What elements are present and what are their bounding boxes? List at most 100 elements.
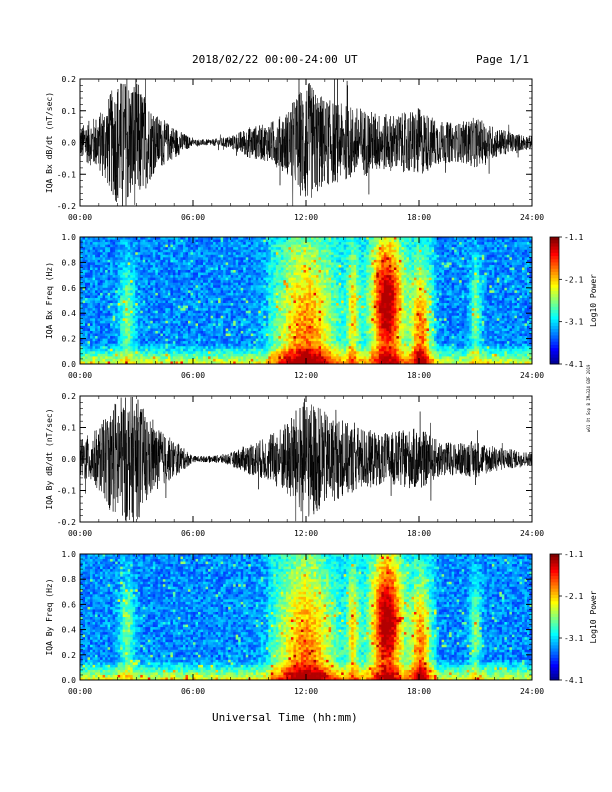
heatmap-cell <box>225 310 229 314</box>
heatmap-cell <box>275 323 279 327</box>
heatmap-cell <box>308 305 312 309</box>
heatmap-cell <box>95 290 98 294</box>
heatmap-cell <box>245 262 249 266</box>
heatmap-cell <box>228 351 232 355</box>
heatmap-cell <box>295 358 299 362</box>
heatmap-cell <box>268 244 272 248</box>
heatmap-cell <box>115 285 119 289</box>
heatmap-cell <box>115 237 119 240</box>
heatmap-cell <box>200 348 204 352</box>
heatmap-cell <box>283 356 287 360</box>
heatmap-cell <box>215 275 219 279</box>
heatmap-cell <box>170 320 174 324</box>
heatmap-cell <box>313 272 317 276</box>
heatmap-cell <box>142 290 146 294</box>
heatmap-cell <box>240 310 244 314</box>
heatmap-cell <box>150 305 154 309</box>
heatmap-cell <box>311 323 314 327</box>
heatmap-cell <box>253 267 257 271</box>
heatmap-cell <box>316 239 319 243</box>
heatmap-cell <box>85 320 88 324</box>
heatmap-cell <box>235 303 239 306</box>
heatmap-cell <box>127 333 131 337</box>
heatmap-cell <box>190 257 194 261</box>
heatmap-cell <box>240 254 244 258</box>
heatmap-cell <box>233 343 237 347</box>
heatmap-cell <box>170 244 174 248</box>
heatmap-cell <box>285 285 289 289</box>
heatmap-cell <box>308 318 312 322</box>
heatmap-cell <box>250 254 254 258</box>
heatmap-cell <box>263 348 267 352</box>
heatmap-cell <box>195 264 199 268</box>
heatmap-cell <box>105 315 109 319</box>
heatmap-cell <box>120 264 124 268</box>
heatmap-cell <box>228 318 232 322</box>
heatmap-cell <box>205 290 209 294</box>
heatmap-cell <box>198 308 201 312</box>
heatmap-cell <box>245 333 249 337</box>
heatmap-cell <box>115 262 119 266</box>
heatmap-cell <box>147 275 151 279</box>
heatmap-cell <box>157 285 161 289</box>
heatmap-cell <box>321 343 324 347</box>
heatmap-cell <box>90 285 93 289</box>
heatmap-cell <box>132 330 136 334</box>
heatmap-cell <box>120 353 124 357</box>
heatmap-cell <box>278 287 282 291</box>
heatmap-cell <box>125 351 129 355</box>
heatmap-cell <box>82 290 86 294</box>
heatmap-cell <box>198 310 201 314</box>
heatmap-cell <box>213 303 216 306</box>
heatmap-cell <box>130 348 134 352</box>
heatmap-cell <box>152 254 156 258</box>
heatmap-cell <box>273 353 277 357</box>
heatmap-cell <box>280 277 284 281</box>
heatmap-cell <box>172 356 176 360</box>
heatmap-cell <box>225 348 229 352</box>
heatmap-cell <box>142 336 146 339</box>
heatmap-cell <box>167 249 171 253</box>
heatmap-cell <box>177 262 181 266</box>
heatmap-cell <box>142 252 146 256</box>
heatmap-cell <box>112 356 116 360</box>
heatmap-cell <box>210 348 214 352</box>
heatmap-cell <box>167 237 171 240</box>
heatmap-cell <box>80 356 83 360</box>
heatmap-cell <box>283 270 287 273</box>
heatmap-cell <box>303 351 307 355</box>
heatmap-cell <box>175 292 179 296</box>
heatmap-cell <box>100 239 103 243</box>
heatmap-cell <box>180 305 184 309</box>
heatmap-cell <box>306 272 309 276</box>
heatmap-cell <box>295 275 299 279</box>
heatmap-cell <box>293 254 297 258</box>
heatmap-cell <box>293 353 297 357</box>
heatmap-cell <box>233 323 237 327</box>
heatmap-cell <box>90 361 93 365</box>
heatmap-cell <box>110 308 114 312</box>
heatmap-cell <box>102 356 106 360</box>
heatmap-cell <box>263 315 267 319</box>
heatmap-cell <box>270 237 274 240</box>
heatmap-cell <box>132 262 136 266</box>
heatmap-cell <box>165 244 169 248</box>
heatmap-cell <box>125 247 129 251</box>
heatmap-cell <box>195 315 199 319</box>
heatmap-cell <box>127 343 131 347</box>
heatmap-cell <box>321 290 324 294</box>
heatmap-cell <box>160 247 164 251</box>
heatmap-cell <box>112 285 116 289</box>
heatmap-cell <box>203 262 206 266</box>
heatmap-cell <box>105 259 109 263</box>
heatmap-cell <box>162 323 166 327</box>
heatmap-cell <box>255 270 259 273</box>
heatmap-cell <box>110 254 114 258</box>
heatmap-cell <box>155 287 159 291</box>
heatmap-cell <box>182 285 186 289</box>
heatmap-cell <box>243 242 247 246</box>
heatmap-cell <box>215 292 219 296</box>
heatmap-cell <box>127 285 131 289</box>
heatmap-cell <box>306 244 309 248</box>
heatmap-cell <box>210 257 214 261</box>
